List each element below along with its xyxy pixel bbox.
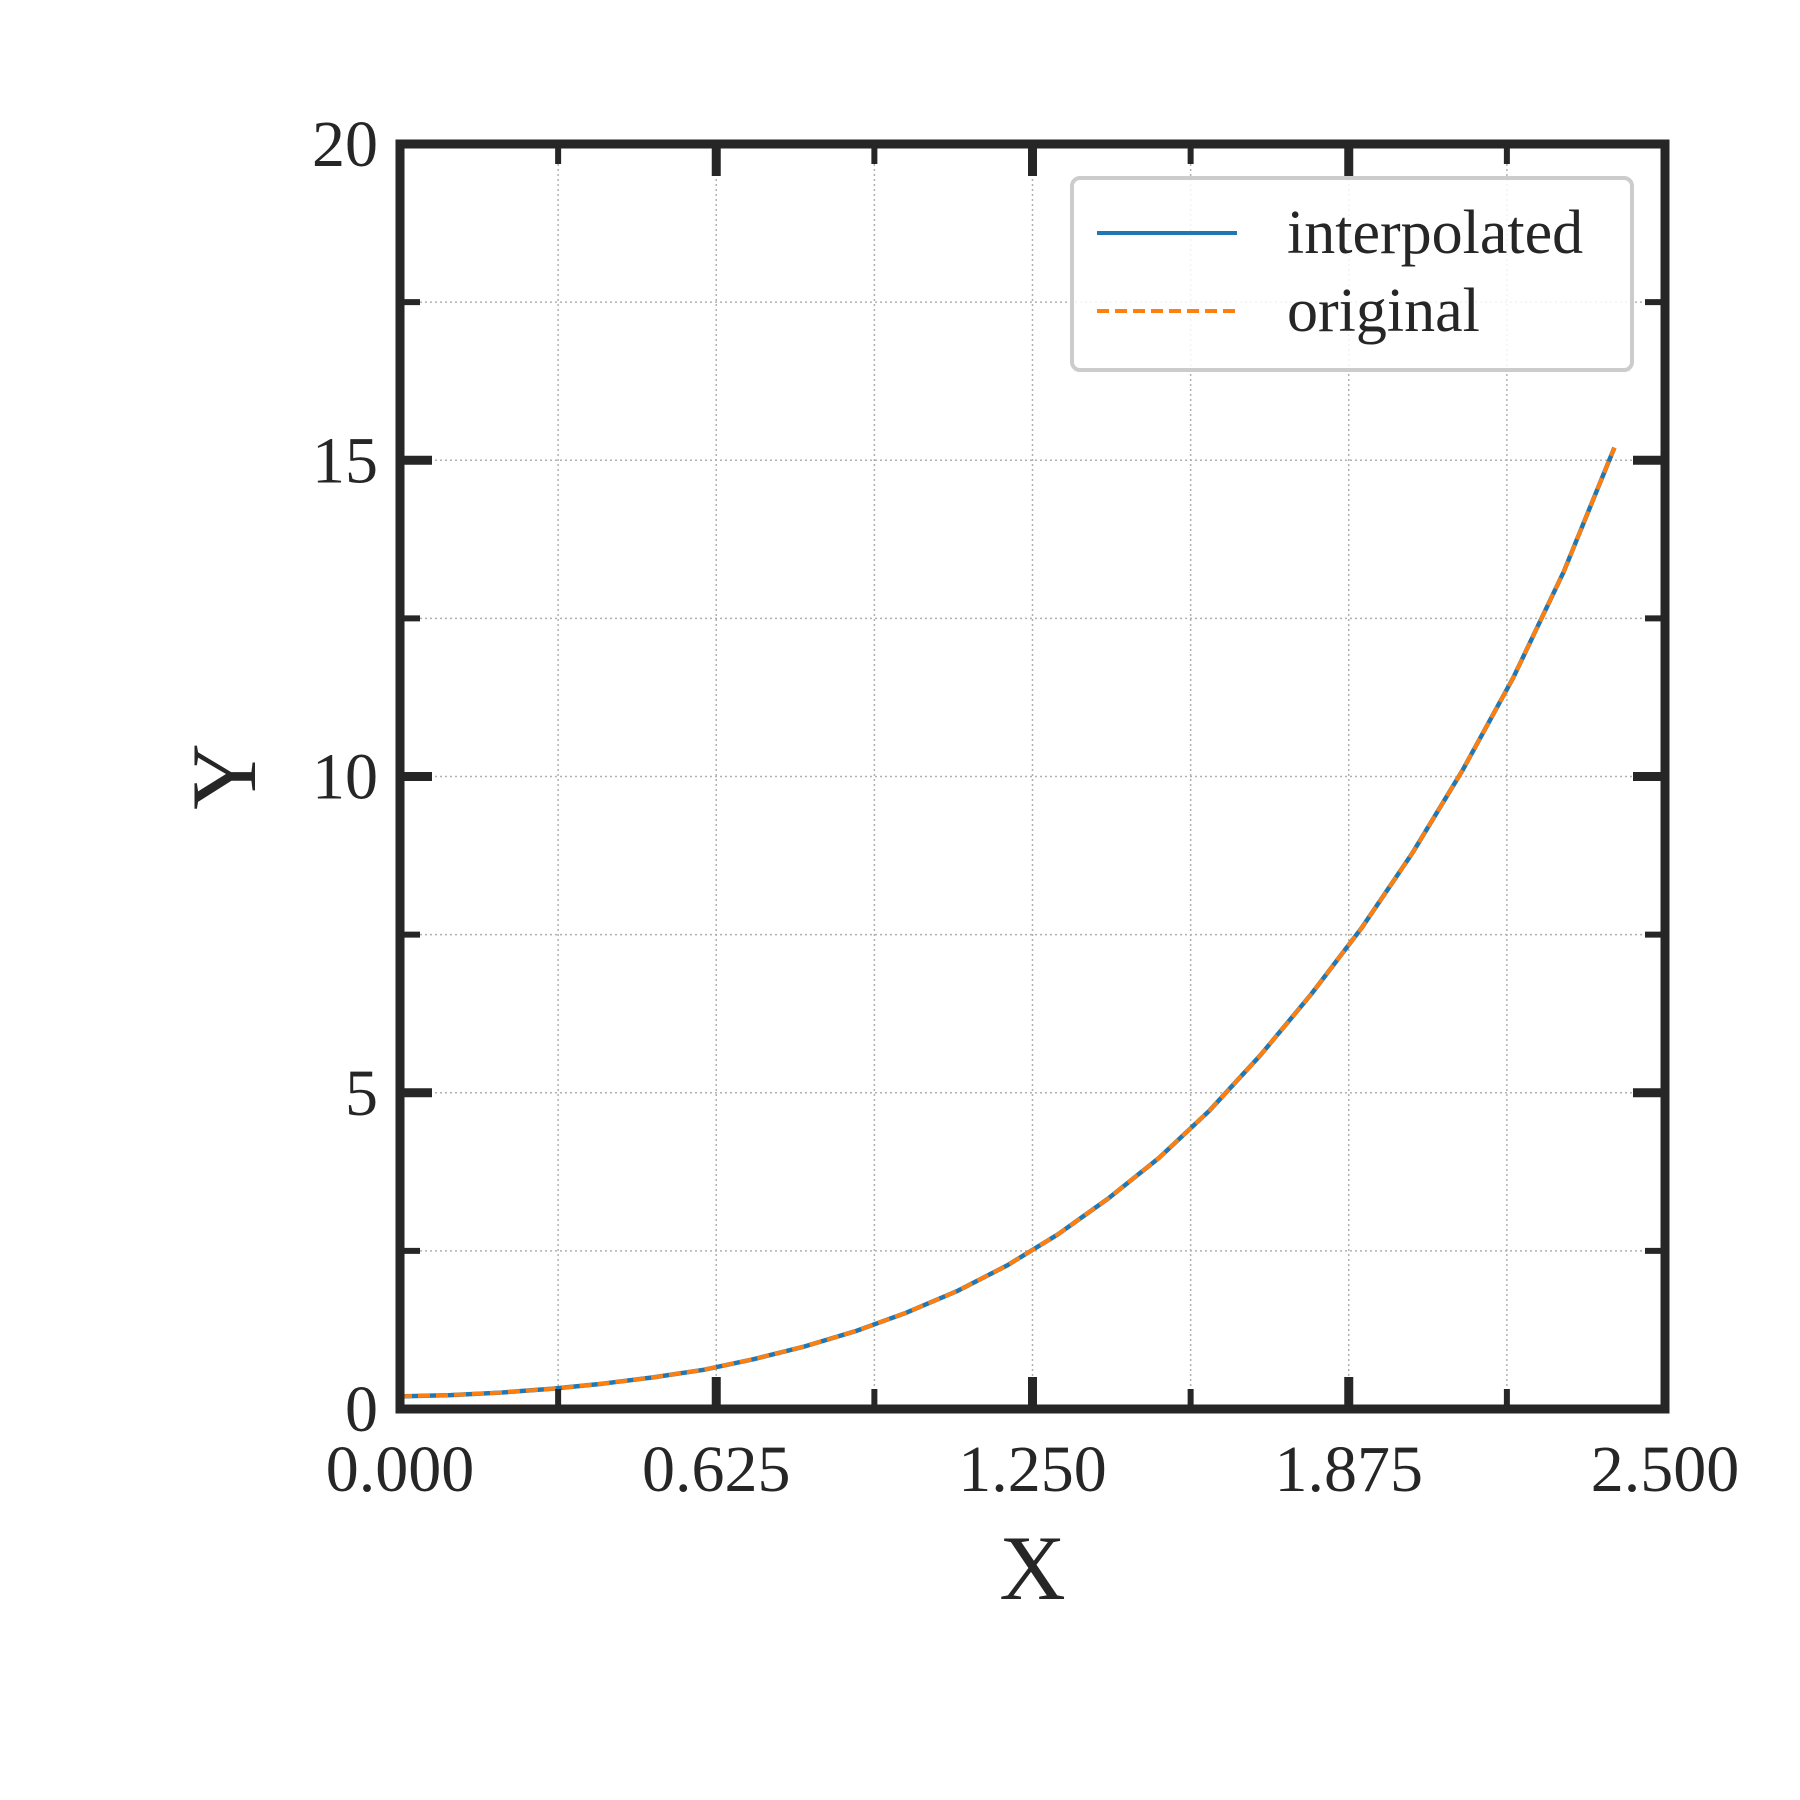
x-tick-label: 1.250 [958,1433,1107,1506]
series-lines [399,446,1617,1399]
x-tick-label: 1.875 [1275,1433,1424,1506]
x-tick-label: 0.625 [642,1433,791,1506]
legend-label: original [1287,277,1480,345]
series-line-original [399,446,1617,1399]
legend-box [1070,176,1634,372]
x-axis-label: X [999,1517,1065,1619]
y-tick-label: 5 [345,1057,378,1130]
legend: interpolated original [1070,176,1634,372]
x-tick-labels: 0.000 0.625 1.250 1.875 2.500 [326,1433,1740,1506]
y-axis-label: Y [173,743,275,809]
y-tick-label: 0 [345,1373,378,1446]
x-tick-label: 0.000 [326,1433,475,1506]
series-line-interpolated [399,446,1617,1399]
x-tick-label: 2.500 [1591,1433,1740,1506]
y-tick-label: 20 [312,108,378,181]
y-tick-label: 15 [312,424,378,497]
axis-ticks [395,139,1670,1414]
legend-label: interpolated [1287,199,1583,267]
y-tick-labels: 0 5 10 15 20 [312,108,378,1446]
y-tick-label: 10 [312,741,378,814]
